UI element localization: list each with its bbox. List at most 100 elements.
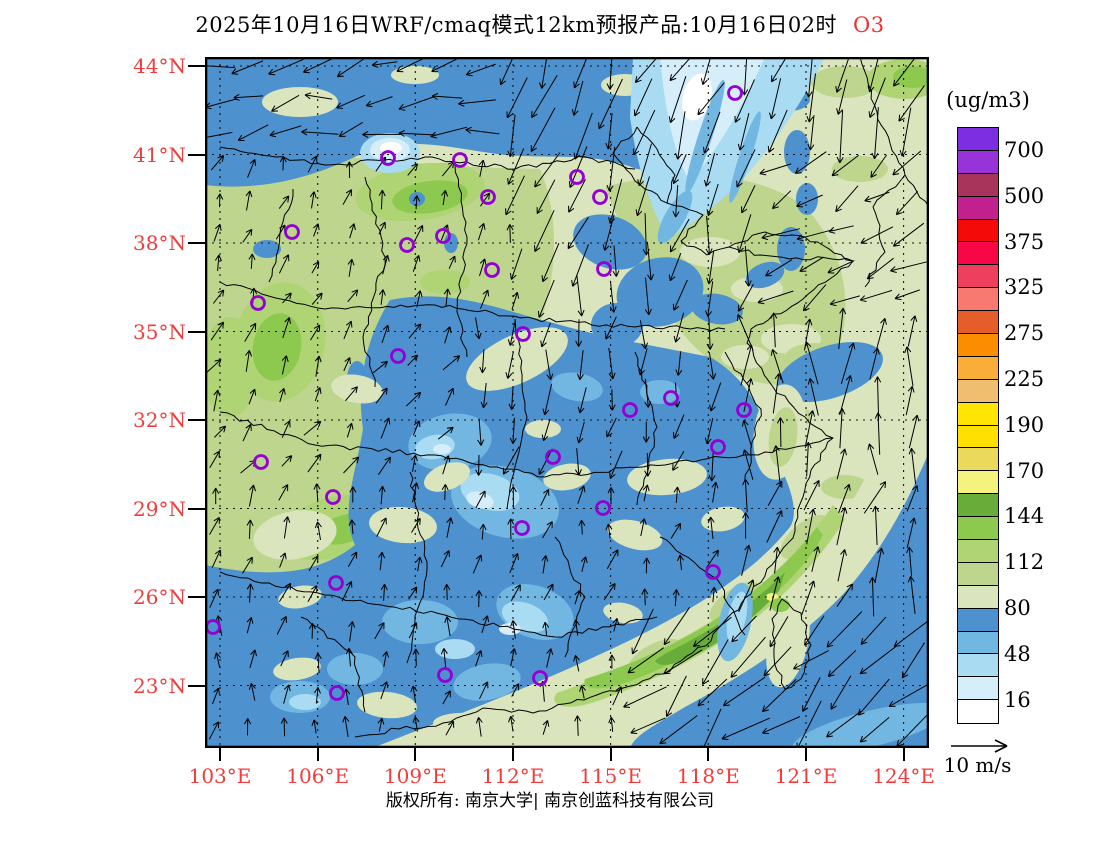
station-marker [480,189,496,205]
lat-tick [188,596,205,598]
station-marker [253,454,269,470]
lon-tick [805,748,807,761]
lat-tick [188,330,205,333]
legend-block [958,654,998,678]
legend-block [958,448,998,472]
legend-tick-label: 275 [1004,321,1045,346]
station-marker [622,402,638,418]
legend-block [958,334,998,357]
station-marker [390,348,406,364]
legend-block [958,173,998,197]
station-marker [727,85,743,101]
lon-tick [316,748,319,761]
lon-label: 112°E [481,764,545,788]
station-marker [250,295,266,311]
coastline-boundaries [219,57,929,738]
lat-label: 41°N [133,142,186,167]
legend-block [958,128,998,151]
lon-label: 103°E [188,764,252,788]
station-marker [435,228,451,244]
footer-copyright: 版权所有: 南京大学| 南京创蓝科技有限公司 [385,791,715,811]
legend-block [958,608,998,632]
lat-tick [188,507,205,510]
legend-block [958,471,998,495]
lat-label: 23°N [133,673,186,698]
lat-label: 26°N [133,585,186,609]
legend-units-label: (ug/m3) [946,88,1030,112]
wind-scale-arrow-icon [951,739,1008,753]
legend-tick-label: 48 [1004,641,1031,666]
lon-label: 106°E [286,764,350,788]
lat-label: 32°N [133,408,186,432]
lon-label: 118°E [676,764,740,788]
station-marker [595,500,611,516]
legend-block [958,379,998,403]
station-marker [705,564,721,580]
legend-block [958,219,998,243]
title-text: 2025年10月16日WRF/cmaq模式12km预报产品:10月16日02时 [195,13,838,37]
legend-block [958,150,998,174]
legend-colorbar [957,127,999,725]
map-canvas [205,57,929,748]
lat-label: 35°N [133,319,186,344]
lat-label: 38°N [133,231,186,255]
legend-tick-label: 325 [1004,275,1045,300]
lat-tick [188,153,205,156]
station-marker [328,575,344,591]
legend-tick-label: 375 [1004,229,1045,254]
lat-label: 29°N [133,496,186,521]
station-marker [484,262,500,278]
station-marker [380,150,396,166]
legend-block [958,402,998,426]
lon-tick [219,748,221,761]
wind-scale-label: 10 m/s [943,753,1012,777]
legend-tick-label: 190 [1004,412,1045,437]
station-marker [284,224,300,240]
wind-vectors [205,57,929,748]
species-label: O3 [853,13,885,37]
legend-block [958,677,998,701]
legend-tick-label: 144 [1004,504,1045,529]
legend-block [958,288,998,312]
lon-label: 109°E [383,764,447,788]
station-marker [399,237,415,253]
page-title: 2025年10月16日WRF/cmaq模式12km预报产品:10月16日02时 O… [0,9,1080,39]
station-marker [545,449,561,465]
lat-label: 44°N [133,54,186,78]
legend-tick-label: 16 [1004,687,1031,712]
station-marker [452,152,468,168]
legend-block [958,196,998,220]
lat-tick [188,419,205,421]
legend-block [958,242,998,266]
station-marker [514,520,530,536]
legend-block [958,700,998,724]
station-markers [205,85,752,701]
legend-block [958,562,998,586]
legend-tick-label: 170 [1004,458,1045,483]
legend-block [958,631,998,655]
legend-tick-label: 225 [1004,366,1045,391]
legend-tick-label: 80 [1004,595,1031,620]
station-marker [596,261,612,277]
lat-tick [188,65,205,67]
legend-tick-label: 700 [1004,137,1045,162]
lon-label: 115°E [579,764,642,788]
station-marker [325,489,341,505]
station-marker [329,685,345,701]
lat-tick [188,684,205,687]
station-marker [437,667,453,683]
station-marker [569,169,585,185]
legend-block [958,585,998,609]
station-marker [736,402,752,418]
station-marker [663,390,679,406]
station-marker [515,326,531,342]
lon-tick [512,748,514,761]
legend-block [958,517,998,541]
lon-tick [609,748,612,761]
lon-tick [707,748,710,761]
lon-tick [902,748,905,761]
lon-label: 121°E [774,764,838,788]
contour-field [205,57,929,748]
station-marker [532,670,548,686]
